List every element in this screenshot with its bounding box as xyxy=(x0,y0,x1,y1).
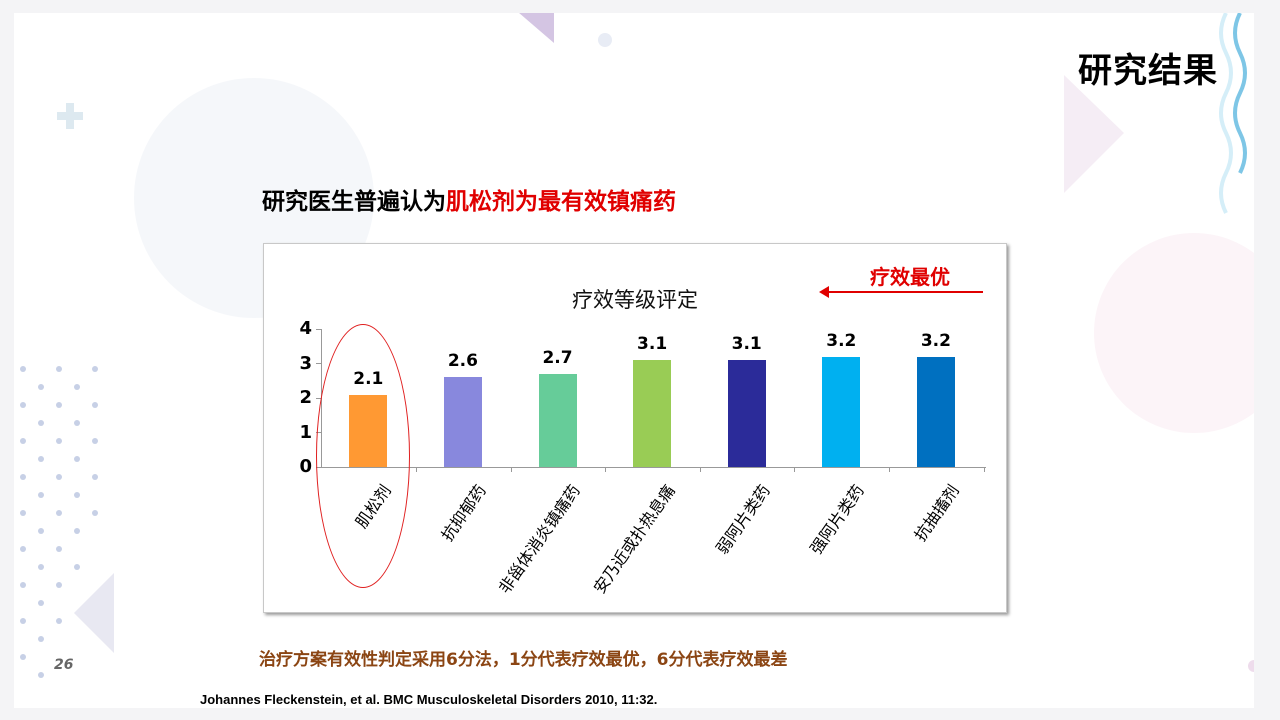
x-category-label: 非甾体消炎镇痛药 xyxy=(495,481,585,598)
y-tick: 4 xyxy=(299,318,312,339)
highlight-ellipse xyxy=(316,324,410,588)
x-tick-mark xyxy=(984,467,985,472)
x-tick-mark xyxy=(511,467,512,472)
x-tick-mark xyxy=(605,467,606,472)
y-tick: 1 xyxy=(299,422,312,443)
page-number: 26 xyxy=(54,657,74,673)
x-tick-mark xyxy=(416,467,417,472)
bar-value-label: 2.6 xyxy=(447,351,478,372)
bar-chart: 疗效等级评定 疗效最优 0 1 2 3 4 2.1 肌松剂 2.6 抗抑郁药 2.7 非甾… xyxy=(263,243,1007,613)
x-tick-mark xyxy=(889,467,890,472)
slide-title: 研究结果 xyxy=(1078,51,1218,91)
chart-title: 疗效等级评定 xyxy=(572,288,698,312)
headline: 研究医生普遍认为肌松剂为最有效镇痛药 xyxy=(262,182,676,216)
chart-annotation: 疗效最优 xyxy=(870,265,950,289)
left-arrow-icon xyxy=(819,286,983,298)
x-tick-mark xyxy=(794,467,795,472)
reference-citation: Johannes Fleckenstein, et al. BMC Muscul… xyxy=(200,692,658,707)
bar xyxy=(727,360,766,467)
bar xyxy=(633,360,672,467)
scoring-note: 治疗方案有效性判定采用6分法，1分代表疗效最优，6分代表疗效最差 xyxy=(259,650,788,670)
x-category-label: 抗抽搐剂 xyxy=(910,481,963,545)
y-tick-mark xyxy=(316,398,321,399)
x-category-label: 抗抑郁药 xyxy=(437,481,490,545)
x-axis xyxy=(321,467,986,468)
y-tick: 0 xyxy=(299,456,312,477)
bar xyxy=(822,356,861,467)
x-category-label: 弱阿片类药 xyxy=(712,481,774,558)
x-category-label: 强阿片类药 xyxy=(806,481,869,558)
bar-value-label: 3.2 xyxy=(920,330,951,351)
bar-value-label: 3.2 xyxy=(826,330,857,351)
y-tick-mark xyxy=(316,329,321,330)
bar-value-label: 3.1 xyxy=(731,334,762,355)
bar xyxy=(538,373,577,467)
y-tick: 2 xyxy=(299,387,312,408)
headline-red: 肌松剂为最有效镇痛药 xyxy=(446,189,676,215)
y-tick-mark xyxy=(316,363,321,364)
x-tick-mark xyxy=(700,467,701,472)
headline-black: 研究医生普遍认为 xyxy=(262,189,446,215)
bar xyxy=(443,377,482,467)
bar-value-label: 2.7 xyxy=(542,347,573,368)
dot-pattern xyxy=(20,366,98,678)
x-category-label: 安乃近或扑热息痛 xyxy=(589,481,679,598)
y-tick: 3 xyxy=(299,353,312,374)
bar-value-label: 3.1 xyxy=(637,334,668,355)
bar xyxy=(916,356,955,467)
